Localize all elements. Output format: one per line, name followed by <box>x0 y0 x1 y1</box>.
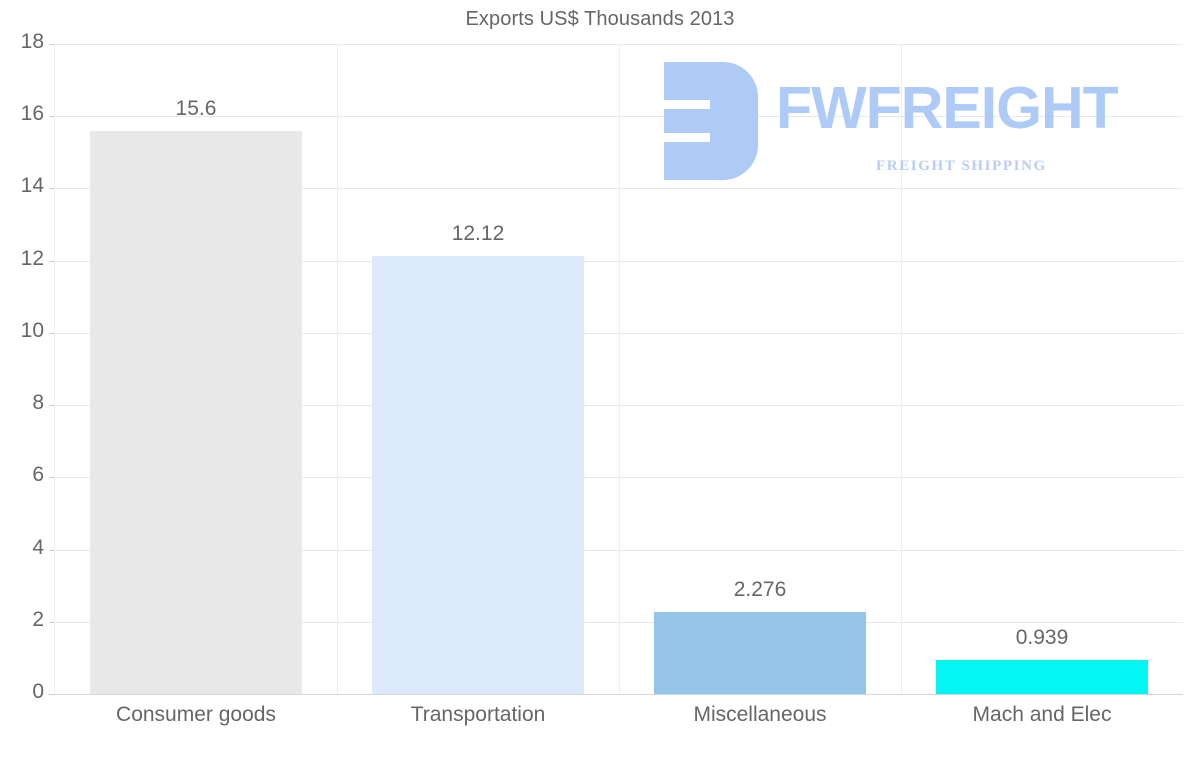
y-tick-label: 2 <box>32 607 44 631</box>
x-tick-label: Consumer goods <box>116 703 276 726</box>
y-tick-label: 4 <box>32 535 44 559</box>
bar-value-label: 12.12 <box>451 222 505 246</box>
x-tick-label: Transportation <box>410 703 546 726</box>
y-tick-label: 8 <box>32 391 44 415</box>
y-tick-label: 10 <box>20 318 44 342</box>
y-tick-mark <box>49 549 55 551</box>
bar[interactable] <box>653 611 867 694</box>
y-tick-label: 12 <box>20 246 44 270</box>
bar-value-label: 2.276 <box>733 577 787 601</box>
bar[interactable] <box>371 256 585 694</box>
chart-title: Exports US$ Thousands 2013 <box>465 8 735 30</box>
bar[interactable] <box>935 660 1149 694</box>
plot-area: 15.6 12.12 2.276 0.939 <box>49 44 1183 695</box>
x-gridline <box>901 44 902 694</box>
x-gridline <box>337 44 338 694</box>
x-tick-label: Mach and Elec <box>972 703 1112 726</box>
y-tick-label: 16 <box>20 102 44 126</box>
y-tick-mark <box>49 621 55 623</box>
x-gridline <box>619 44 620 694</box>
y-tick-mark <box>49 188 55 190</box>
y-tick-label: 6 <box>32 463 44 487</box>
bar-value-label: 0.939 <box>1015 626 1069 650</box>
y-tick-mark <box>49 260 55 262</box>
y-tick-label: 18 <box>20 30 44 53</box>
y-tick-mark <box>49 44 55 45</box>
y-tick-mark <box>49 405 55 407</box>
y-tick-label: 0 <box>32 680 44 703</box>
y-tick-mark <box>49 694 55 695</box>
y-gridline <box>55 694 1183 695</box>
y-tick-mark <box>49 477 55 479</box>
y-axis-labels: 0 2 4 6 8 10 12 14 16 18 <box>0 0 44 763</box>
y-axis-line <box>54 44 55 694</box>
y-tick-mark <box>49 116 55 118</box>
y-tick-mark <box>49 332 55 334</box>
bar-value-label: 15.6 <box>175 96 217 120</box>
y-tick-label: 14 <box>20 174 44 198</box>
x-tick-label: Miscellaneous <box>693 703 827 726</box>
bar[interactable] <box>89 130 303 694</box>
